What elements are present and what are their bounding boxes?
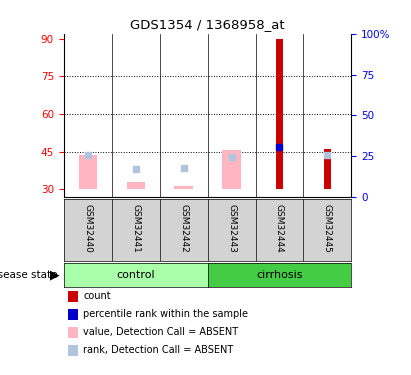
Bar	[79, 156, 97, 189]
Bar	[324, 149, 330, 189]
Text: GSM32441: GSM32441	[131, 204, 140, 253]
Text: GSM32444: GSM32444	[275, 204, 284, 252]
Text: cirrhosis: cirrhosis	[256, 270, 303, 280]
Text: GSM32442: GSM32442	[179, 204, 188, 252]
Text: rank, Detection Call = ABSENT: rank, Detection Call = ABSENT	[83, 345, 233, 355]
Title: GDS1354 / 1368958_at: GDS1354 / 1368958_at	[130, 18, 285, 31]
Text: control: control	[116, 270, 155, 280]
Text: GSM32440: GSM32440	[83, 204, 92, 253]
Bar	[174, 186, 193, 189]
Bar	[276, 39, 283, 189]
Bar	[222, 150, 241, 189]
Text: value, Detection Call = ABSENT: value, Detection Call = ABSENT	[83, 327, 238, 337]
Text: GSM32445: GSM32445	[323, 204, 332, 253]
Text: ▶: ▶	[50, 268, 60, 281]
Text: disease state: disease state	[0, 270, 58, 280]
Text: percentile rank within the sample: percentile rank within the sample	[83, 309, 248, 319]
Bar	[127, 182, 145, 189]
Text: GSM32443: GSM32443	[227, 204, 236, 253]
Text: count: count	[83, 291, 111, 301]
